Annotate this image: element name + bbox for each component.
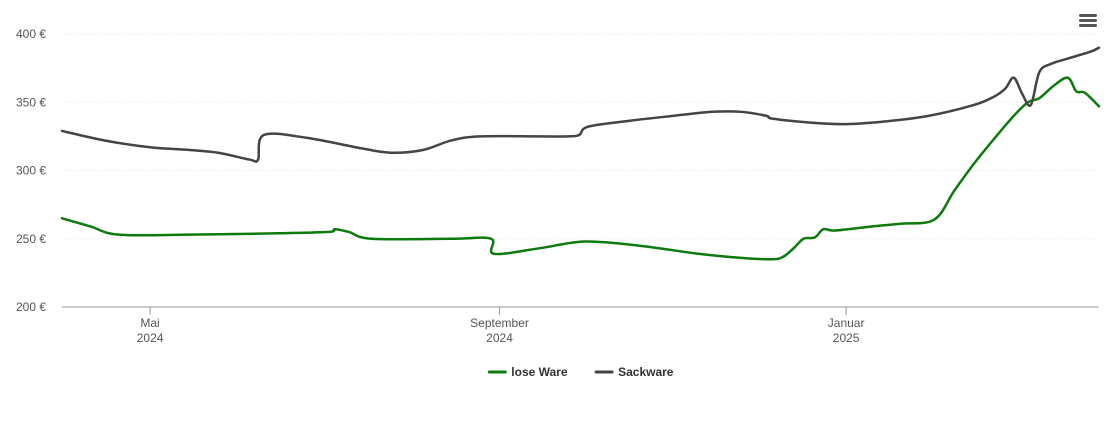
- x-tick-year-label: 2025: [833, 331, 860, 345]
- series-line-lose-ware[interactable]: [60, 76, 1101, 261]
- x-tick-label: Mai: [140, 316, 159, 330]
- y-tick-label: 200 €: [16, 300, 46, 314]
- x-tick-year-label: 2024: [486, 331, 513, 345]
- y-tick-label: 300 €: [16, 164, 46, 178]
- x-tick-label: Januar: [828, 316, 865, 330]
- y-tick-label: 250 €: [16, 232, 46, 246]
- y-tick-label: 400 €: [16, 27, 46, 41]
- legend: lose Ware Sackware: [487, 365, 674, 379]
- legend-label: lose Ware: [511, 365, 568, 379]
- series-lines: [60, 46, 1101, 261]
- legend-label: Sackware: [618, 365, 674, 379]
- hamburger-menu-icon: [1079, 14, 1097, 27]
- grid-lines: [62, 33, 1099, 240]
- x-tick-year-label: 2024: [137, 331, 164, 345]
- series-line-sackware[interactable]: [60, 46, 1101, 163]
- y-axis: 200 € 250 € 300 € 350 € 400 €: [16, 27, 46, 314]
- legend-item-sackware[interactable]: Sackware: [594, 365, 674, 379]
- x-tick-label: September: [470, 316, 529, 330]
- y-tick-label: 350 €: [16, 95, 46, 109]
- legend-item-lose-ware[interactable]: lose Ware: [487, 365, 568, 379]
- chart-menu-button[interactable]: [1075, 10, 1101, 32]
